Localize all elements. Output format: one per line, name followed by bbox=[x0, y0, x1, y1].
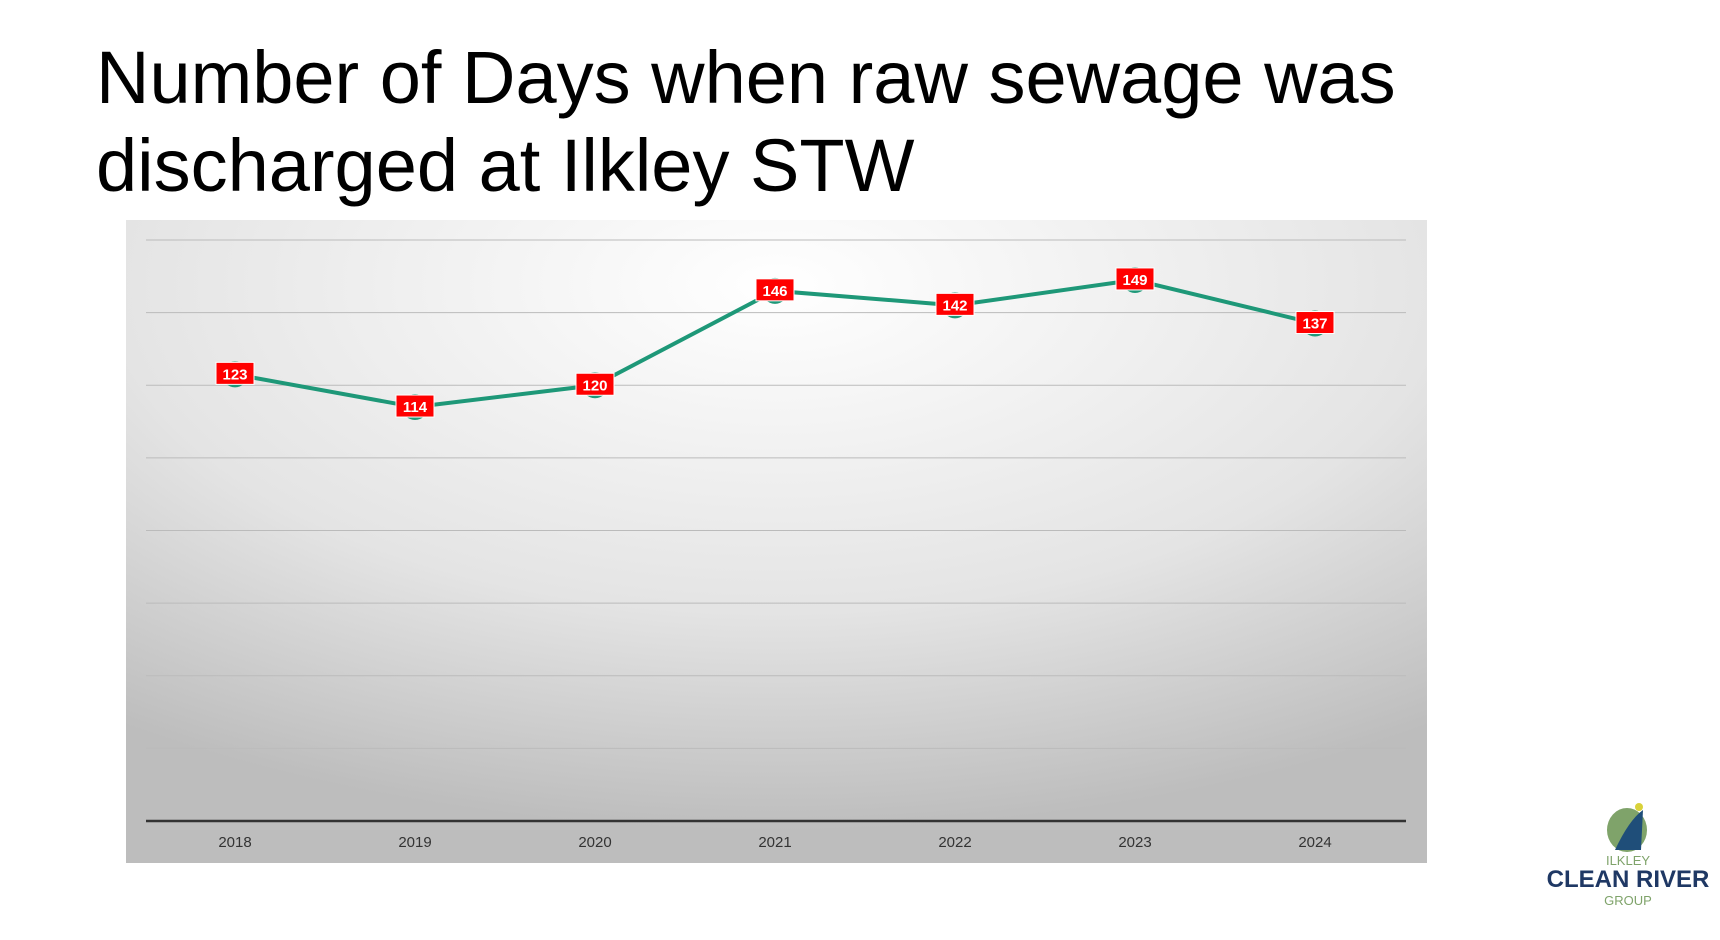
data-label-box bbox=[215, 361, 255, 385]
x-tick-label: 2019 bbox=[398, 834, 431, 851]
data-label-box bbox=[575, 372, 615, 396]
data-label-box bbox=[395, 394, 435, 418]
logo-text: ILKLEY bbox=[1606, 853, 1650, 868]
logo-text: CLEAN RIVER bbox=[1547, 866, 1710, 893]
data-label: 137 bbox=[1302, 316, 1327, 333]
x-tick-label: 2021 bbox=[758, 834, 791, 851]
x-tick-label: 2023 bbox=[1118, 834, 1151, 851]
logo: ILKLEY CLEAN RIVER GROUP bbox=[1547, 803, 1710, 908]
data-label-box bbox=[935, 292, 975, 316]
data-label-box bbox=[1115, 267, 1155, 291]
data-label: 142 bbox=[942, 297, 967, 314]
data-label: 120 bbox=[582, 377, 607, 394]
chart-background bbox=[126, 220, 1427, 863]
logo-icon bbox=[1615, 810, 1643, 850]
logo-icon bbox=[1635, 803, 1643, 811]
data-label: 149 bbox=[1122, 272, 1147, 289]
chart-title: Number of Days when raw sewage was disch… bbox=[96, 36, 1396, 207]
x-tick-label: 2018 bbox=[218, 834, 251, 851]
data-label: 146 bbox=[762, 283, 787, 300]
data-label-box bbox=[1295, 311, 1335, 335]
data-label: 114 bbox=[403, 399, 428, 416]
x-tick-label: 2020 bbox=[578, 834, 611, 851]
logo-text: GROUP bbox=[1604, 893, 1652, 908]
data-label: 123 bbox=[222, 366, 247, 383]
x-tick-label: 2024 bbox=[1298, 834, 1331, 851]
x-tick-label: 2022 bbox=[938, 834, 971, 851]
data-label-box bbox=[755, 278, 795, 302]
